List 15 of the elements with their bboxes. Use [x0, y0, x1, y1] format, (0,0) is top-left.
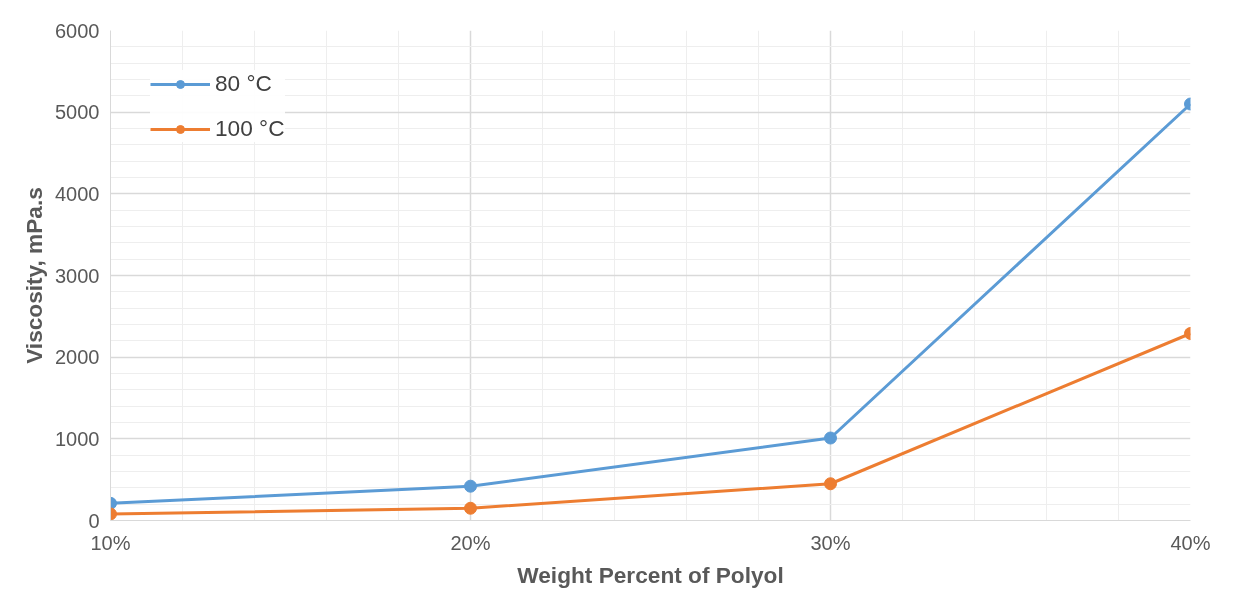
- y-tick-label: 2000: [55, 346, 100, 369]
- x-tick-label: 10%: [90, 531, 131, 554]
- x-tick-label: 30%: [810, 531, 851, 554]
- x-axis-title: Weight Percent of Polyol: [517, 561, 784, 588]
- y-tick-label: 1000: [55, 427, 100, 450]
- y-tick-label: 3000: [55, 264, 100, 287]
- y-tick-label: 0: [88, 509, 100, 532]
- y-axis-title: Viscosity, mPa.s: [21, 187, 48, 364]
- y-tick-label: 4000: [55, 182, 100, 205]
- legend-label: 100 °C: [215, 115, 285, 142]
- x-tick-label: 20%: [450, 531, 491, 554]
- y-tick-label: 6000: [55, 19, 100, 42]
- x-tick-label: 40%: [1170, 531, 1211, 554]
- legend-label: 80 °C: [215, 70, 272, 97]
- y-tick-label: 5000: [55, 101, 100, 124]
